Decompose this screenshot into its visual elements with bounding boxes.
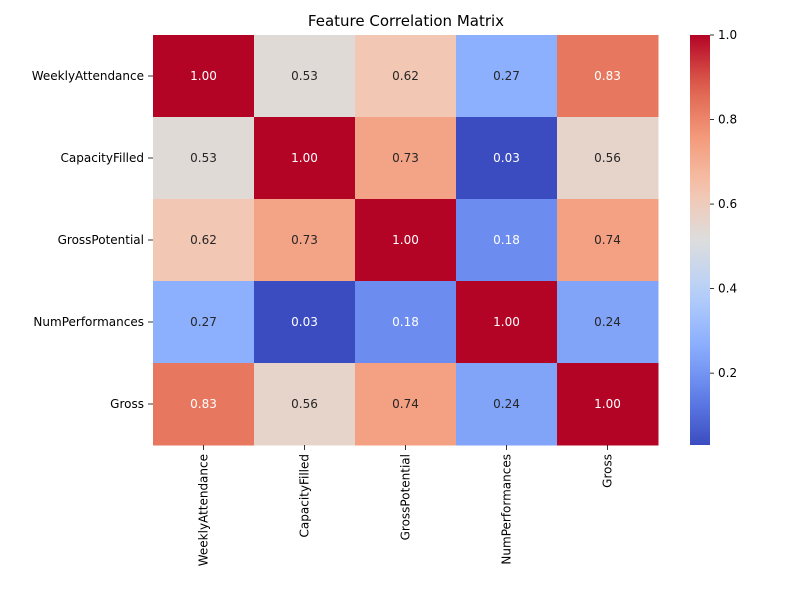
heatmap-cell bbox=[557, 281, 659, 364]
heatmap-cell bbox=[153, 281, 255, 364]
heatmap-cell bbox=[254, 35, 356, 118]
heatmap-cell bbox=[557, 199, 659, 282]
cell-value-label: 0.03 bbox=[493, 151, 520, 165]
heatmap-cell bbox=[355, 199, 457, 282]
heatmap-cell bbox=[456, 199, 558, 282]
heatmap-cell bbox=[254, 363, 356, 446]
cell-value-label: 1.00 bbox=[291, 151, 318, 165]
colorbar-tick-label: 0.2 bbox=[718, 366, 737, 380]
heatmap-cell bbox=[557, 35, 659, 118]
cell-value-label: 0.74 bbox=[594, 233, 621, 247]
cell-value-label: 0.62 bbox=[392, 69, 419, 83]
chart-title: Feature Correlation Matrix bbox=[308, 12, 504, 30]
heatmap-cell bbox=[355, 363, 457, 446]
colorbar: 0.2 0.4 0.6 0.8 1.0 bbox=[690, 28, 737, 445]
row-label: CapacityFilled bbox=[61, 151, 144, 165]
cell-value-label: 0.18 bbox=[392, 315, 419, 329]
heatmap-cell bbox=[557, 363, 659, 446]
cell-value-label: 0.74 bbox=[392, 397, 419, 411]
heatmap-cell bbox=[456, 363, 558, 446]
row-label: Gross bbox=[110, 397, 144, 411]
cell-value-label: 0.83 bbox=[594, 69, 621, 83]
colorbar-tick-label: 0.4 bbox=[718, 282, 737, 296]
cell-value-label: 1.00 bbox=[190, 69, 217, 83]
row-label: NumPerformances bbox=[33, 315, 144, 329]
cell-value-label: 0.62 bbox=[190, 233, 217, 247]
colorbar-tick-label: 0.8 bbox=[718, 113, 737, 127]
cell-value-label: 0.56 bbox=[594, 151, 621, 165]
heatmap-cell bbox=[254, 281, 356, 364]
cell-value-label: 1.00 bbox=[594, 397, 621, 411]
cell-value-label: 0.03 bbox=[291, 315, 318, 329]
row-label: GrossPotential bbox=[58, 233, 144, 247]
heatmap-cell bbox=[153, 117, 255, 200]
heatmap-cell bbox=[355, 117, 457, 200]
column-label: Gross bbox=[601, 454, 615, 488]
cell-value-label: 0.27 bbox=[190, 315, 217, 329]
heatmap-cell bbox=[153, 35, 255, 118]
cell-value-label: 0.53 bbox=[291, 69, 318, 83]
heatmap-cell bbox=[355, 35, 457, 118]
cell-value-label: 0.27 bbox=[493, 69, 520, 83]
colorbar-gradient bbox=[690, 35, 710, 445]
column-labels: WeeklyAttendance CapacityFilled GrossPoten… bbox=[197, 445, 615, 566]
colorbar-tick-label: 0.6 bbox=[718, 197, 737, 211]
cell-value-label: 0.53 bbox=[190, 151, 217, 165]
cell-value-label: 0.24 bbox=[594, 315, 621, 329]
cell-value-label: 1.00 bbox=[493, 315, 520, 329]
heatmap-cell bbox=[254, 199, 356, 282]
cell-value-label: 0.56 bbox=[291, 397, 318, 411]
column-label: CapacityFilled bbox=[298, 454, 312, 537]
heatmap-cell bbox=[355, 281, 457, 364]
column-label: WeeklyAttendance bbox=[197, 454, 211, 566]
row-label: WeeklyAttendance bbox=[32, 69, 144, 83]
colorbar-tick-label: 1.0 bbox=[718, 28, 737, 42]
cell-value-label: 1.00 bbox=[392, 233, 419, 247]
heatmap-cell bbox=[456, 35, 558, 118]
cell-value-label: 0.24 bbox=[493, 397, 520, 411]
heatmap-cell bbox=[254, 117, 356, 200]
column-label: NumPerformances bbox=[500, 454, 514, 565]
heatmap-cell bbox=[153, 363, 255, 446]
cell-value-label: 0.83 bbox=[190, 397, 217, 411]
cell-value-label: 0.18 bbox=[493, 233, 520, 247]
heatmap-cells: 1.00 0.53 0.62 0.27 0.83 0.53 1.00 0.73 0.03 0.56… bbox=[153, 35, 659, 446]
cell-value-label: 0.73 bbox=[392, 151, 419, 165]
heatmap-cell bbox=[153, 199, 255, 282]
heatmap-cell bbox=[456, 281, 558, 364]
column-label: GrossPotential bbox=[399, 454, 413, 540]
heatmap-cell bbox=[456, 117, 558, 200]
cell-value-label: 0.73 bbox=[291, 233, 318, 247]
row-labels: WeeklyAttendance CapacityFilled GrossPoten… bbox=[32, 69, 153, 411]
heatmap-cell bbox=[557, 117, 659, 200]
